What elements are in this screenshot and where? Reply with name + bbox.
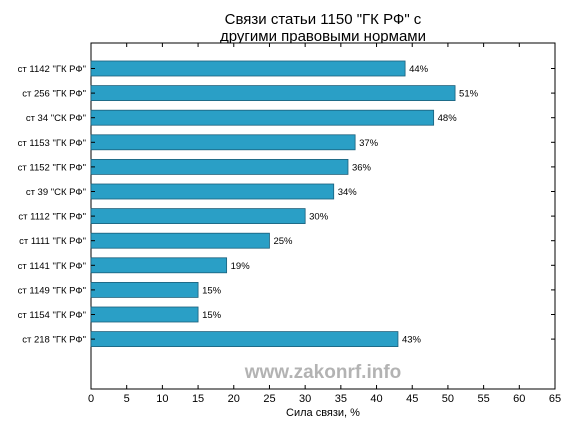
- category-label: ст 218 "ГК РФ": [22, 335, 86, 346]
- data-label: 15%: [202, 285, 222, 296]
- data-label: 48%: [438, 113, 458, 124]
- category-label: ст 256 "ГК РФ": [22, 89, 86, 100]
- category-label: ст 34 "СК РФ": [26, 113, 86, 124]
- category-label: ст 1152 "ГК РФ": [18, 162, 86, 173]
- x-tick-label: 5: [124, 393, 130, 405]
- x-tick-label: 10: [156, 393, 168, 405]
- category-label: ст 1141 "ГК РФ": [18, 261, 86, 272]
- category-labels: ст 1142 "ГК РФ" ст 256 "ГК РФ" ст 34 "СК Р…: [18, 64, 555, 346]
- bar: [90, 232, 270, 249]
- bar: [90, 331, 399, 348]
- category-label: ст 1154 "ГК РФ": [18, 310, 86, 321]
- x-tick-label: 50: [442, 393, 454, 405]
- category-label: ст 1142 "ГК РФ": [18, 64, 86, 75]
- data-label: 34%: [338, 187, 358, 198]
- data-label: 30%: [309, 212, 329, 223]
- x-tick-label: 55: [477, 393, 489, 405]
- bar: [90, 306, 199, 323]
- x-tick-label: 35: [335, 393, 347, 405]
- bar: [90, 109, 435, 126]
- bar: [90, 208, 306, 225]
- data-label: 43%: [402, 335, 422, 346]
- x-tick-label: 40: [370, 393, 382, 405]
- category-label: ст 39 "СК РФ": [26, 187, 86, 198]
- data-label: 36%: [352, 162, 372, 173]
- bar: [90, 134, 356, 151]
- x-tick-label: 20: [228, 393, 240, 405]
- bar: [90, 60, 406, 77]
- chart-title-line-1: Связи статьи 1150 "ГК РФ" с: [225, 11, 422, 28]
- watermark: www.zakonrf.info: [244, 362, 402, 383]
- data-label: 15%: [202, 310, 222, 321]
- x-tick-label: 65: [549, 393, 561, 405]
- x-axis-label: Сила связи, %: [286, 407, 360, 419]
- bar: [90, 281, 199, 298]
- data-label: 44%: [409, 64, 429, 75]
- bar: [90, 183, 335, 200]
- x-tick-label: 45: [406, 393, 418, 405]
- x-axis-ticks: 0 5 10 15 20 25 30 35 40 45 50 55 60 65: [88, 43, 561, 405]
- x-tick-label: 15: [192, 393, 204, 405]
- x-tick-label: 25: [263, 393, 275, 405]
- data-label: 37%: [359, 138, 379, 149]
- category-label: ст 1149 "ГК РФ": [18, 285, 86, 296]
- category-label: ст 1153 "ГК РФ": [18, 138, 86, 149]
- category-label: ст 1111 "ГК РФ": [19, 236, 86, 247]
- bar: [90, 158, 349, 175]
- data-label: 51%: [459, 89, 479, 100]
- x-tick-label: 30: [299, 393, 311, 405]
- data-label: 25%: [273, 236, 293, 247]
- bar: [90, 257, 228, 274]
- bar: [90, 85, 456, 101]
- category-label: ст 1112 "ГК РФ": [18, 212, 86, 223]
- chart-title-line-2: другими правовыми нормами: [220, 28, 426, 45]
- data-label: 19%: [231, 261, 251, 272]
- x-tick-label: 0: [88, 393, 94, 405]
- x-tick-label: 60: [513, 393, 525, 405]
